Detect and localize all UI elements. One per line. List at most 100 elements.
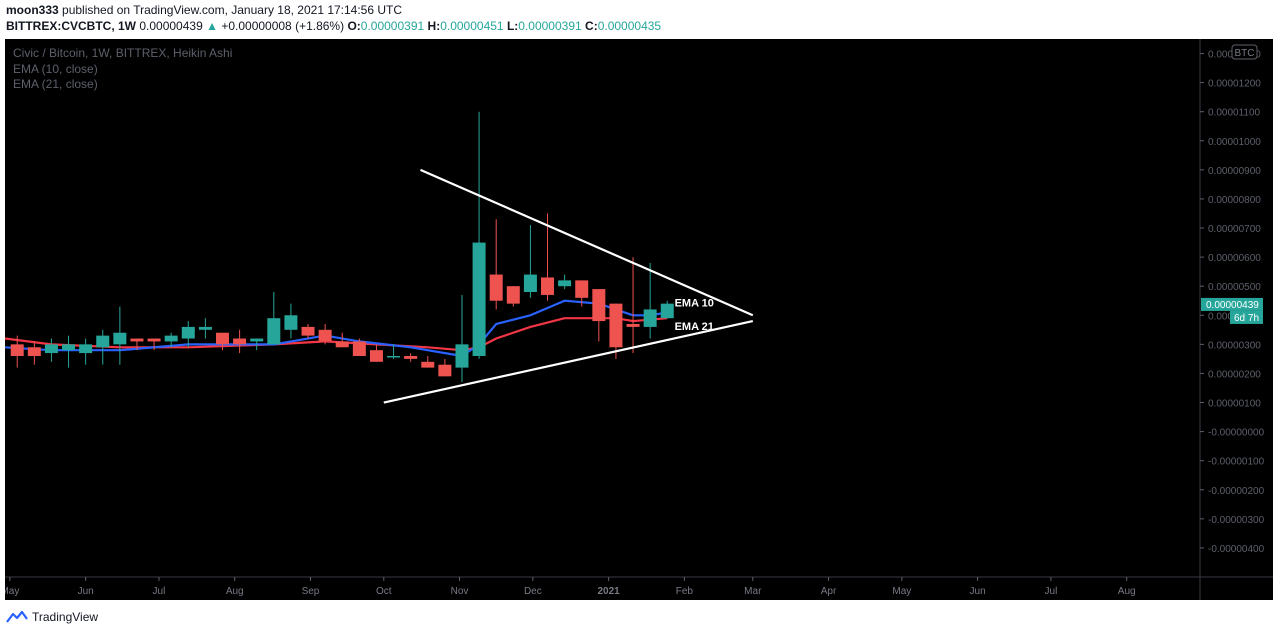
candle-up — [79, 344, 93, 354]
footer: TradingView — [6, 610, 98, 624]
brand-label[interactable]: TradingView — [32, 610, 99, 624]
candle-down — [404, 355, 418, 359]
x-tick-label: Apr — [821, 586, 837, 597]
candle-up — [523, 274, 537, 293]
publish-info: moon333 published on TradingView.com, Ja… — [6, 3, 402, 17]
candle-up — [44, 344, 58, 354]
high-value: 0.00000451 — [440, 19, 504, 33]
trendline — [419, 168, 754, 317]
low-value: 0.00000391 — [518, 19, 582, 33]
candle-up — [96, 335, 110, 348]
candle-down — [369, 350, 383, 362]
candle-up — [181, 326, 195, 339]
x-tick-label: 2021 — [597, 586, 620, 597]
candle-up — [660, 303, 674, 319]
candle-up — [267, 318, 281, 345]
published-text: published on TradingView.com, January 18… — [62, 3, 403, 17]
candle-down — [609, 303, 623, 348]
ohlc-header: BITTREX:CVCBTC, 1W 0.00000439 ▲ +0.00000… — [6, 19, 661, 33]
y-tick-label: -0.00000100 — [1208, 457, 1265, 468]
x-tick-label: Jul — [153, 586, 166, 597]
candle-up — [198, 326, 212, 330]
x-tick-label: Sep — [302, 586, 320, 597]
series-legend[interactable]: Civic / Bitcoin, 1W, BITTREX, Heikin Ash… — [13, 46, 233, 60]
countdown-tag-label: 6d 7h — [1234, 313, 1259, 324]
candle-up — [387, 355, 401, 358]
x-tick-label: Oct — [376, 586, 392, 597]
x-tick-label: Nov — [451, 586, 469, 597]
candle-up — [472, 242, 486, 356]
y-tick-label: 0.00000700 — [1208, 224, 1261, 235]
candle-down — [10, 344, 24, 356]
last-price-tag — [1201, 297, 1263, 311]
x-tick-label: Aug — [1118, 586, 1136, 597]
open-label: O: — [347, 19, 361, 33]
candle-down — [233, 338, 247, 345]
x-tick-label: Jun — [78, 586, 94, 597]
ema-annotation: EMA 21 — [675, 321, 714, 333]
candle-up — [113, 332, 127, 345]
y-tick-label: -0.00000000 — [1208, 428, 1265, 439]
y-tick-label: 0.00001100 — [1208, 108, 1261, 119]
tradingview-logo-icon — [6, 610, 28, 623]
y-tick-label: 0.00000900 — [1208, 166, 1261, 177]
y-tick-label: -0.00000200 — [1208, 486, 1265, 497]
candle-down — [301, 326, 315, 336]
trendline — [383, 320, 754, 404]
candle-down — [130, 338, 144, 342]
x-tick-label: May — [5, 586, 19, 597]
candle-down — [421, 361, 435, 368]
candle-down — [592, 289, 606, 322]
close-value: 0.00000435 — [597, 19, 662, 33]
author-name[interactable]: moon333 — [6, 3, 59, 17]
x-tick-label: Jun — [970, 586, 986, 597]
candle-up — [643, 309, 657, 327]
high-label: H: — [427, 19, 441, 33]
candle-up — [250, 338, 264, 342]
y-tick-label: -0.00000400 — [1208, 544, 1265, 555]
last-price-tag-label: 0.00000439 — [1206, 300, 1259, 311]
x-tick-label: Dec — [524, 586, 542, 597]
candle-down — [626, 323, 640, 327]
ema21-legend[interactable]: EMA (21, close) — [13, 77, 98, 91]
candle-down — [575, 280, 589, 298]
low-label: L: — [506, 19, 519, 33]
candle-down — [147, 338, 161, 342]
candle-down — [27, 347, 41, 356]
y-tick-label: 0.00000500 — [1208, 282, 1261, 293]
candle-down — [318, 329, 332, 342]
open-value: 0.00000391 — [360, 19, 425, 33]
chart-canvas[interactable]: 0.000013000.000012000.000011000.00001000… — [5, 39, 1273, 600]
candle-down — [438, 364, 452, 377]
x-tick-label: Jul — [1045, 586, 1058, 597]
change-value: +0.00000008 (+1.86%) — [221, 19, 345, 33]
candle-down — [489, 274, 503, 301]
y-tick-label: -0.00000300 — [1208, 515, 1265, 526]
candle-down — [335, 341, 349, 348]
y-tick-label: 0.00000600 — [1208, 253, 1261, 264]
currency-box — [1231, 44, 1258, 60]
y-tick-label: 0.00000200 — [1208, 369, 1261, 380]
candle-down — [541, 277, 555, 295]
x-tick-label: Aug — [226, 586, 244, 597]
change-up-icon: ▲ — [206, 19, 218, 33]
last-price: 0.00000439 — [139, 19, 203, 33]
candle-up — [455, 344, 469, 368]
y-tick-label: 0.00001000 — [1208, 137, 1261, 148]
candle-up — [62, 344, 76, 351]
currency-label: BTC — [1235, 48, 1255, 59]
ema10-legend[interactable]: EMA (10, close) — [13, 62, 98, 76]
candle-down — [352, 341, 366, 356]
x-tick-label: May — [892, 586, 911, 597]
y-tick-label: 0.00000300 — [1208, 340, 1261, 351]
y-tick-label: 0.00000100 — [1208, 399, 1261, 410]
candle-down — [215, 332, 229, 345]
y-tick-label: 0.00000800 — [1208, 195, 1261, 206]
x-tick-label: Feb — [676, 586, 694, 597]
chart-panel[interactable]: 0.000013000.000012000.000011000.00001000… — [5, 39, 1273, 600]
y-tick-label: 0.00001200 — [1208, 79, 1261, 90]
symbol-label: BITTREX:CVCBTC, 1W — [6, 19, 136, 33]
ema-annotation: EMA 10 — [675, 298, 714, 310]
countdown-tag — [1230, 310, 1263, 324]
x-tick-label: Mar — [744, 586, 762, 597]
